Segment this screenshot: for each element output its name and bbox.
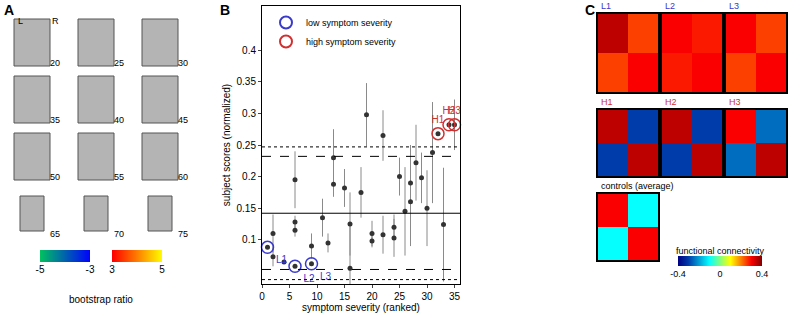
svg-text:R: R <box>52 16 59 26</box>
svg-text:-5: -5 <box>36 264 45 275</box>
svg-text:H2: H2 <box>665 97 677 107</box>
svg-text:L1: L1 <box>276 254 288 265</box>
svg-text:0.4: 0.4 <box>242 45 256 56</box>
svg-text:bootstrap ratio: bootstrap ratio <box>69 294 133 305</box>
svg-text:0: 0 <box>717 269 722 279</box>
svg-text:40: 40 <box>114 115 124 125</box>
svg-text:L2: L2 <box>304 273 316 284</box>
svg-text:30: 30 <box>178 58 188 68</box>
svg-text:B: B <box>220 2 230 18</box>
svg-text:0.2: 0.2 <box>242 171 256 182</box>
svg-text:H1: H1 <box>432 114 445 125</box>
svg-text:H1: H1 <box>601 97 613 107</box>
svg-text:-3: -3 <box>86 264 95 275</box>
svg-text:70: 70 <box>114 229 124 239</box>
svg-text:L2: L2 <box>665 1 675 11</box>
svg-text:60: 60 <box>178 172 188 182</box>
svg-text:L3: L3 <box>729 1 739 11</box>
svg-text:H3: H3 <box>448 105 461 116</box>
svg-text:5: 5 <box>159 264 165 275</box>
svg-text:-0.4: -0.4 <box>670 269 686 279</box>
svg-text:0.3: 0.3 <box>242 108 256 119</box>
svg-text:subject scores (normalized): subject scores (normalized) <box>221 84 232 206</box>
svg-text:L: L <box>18 16 23 26</box>
svg-text:3: 3 <box>109 264 115 275</box>
svg-text:10: 10 <box>311 291 323 302</box>
svg-text:functional connectivity: functional connectivity <box>676 246 765 256</box>
svg-text:20: 20 <box>50 58 60 68</box>
svg-text:A: A <box>4 2 14 18</box>
svg-text:65: 65 <box>50 229 60 239</box>
svg-text:20: 20 <box>366 291 378 302</box>
svg-text:35: 35 <box>449 291 461 302</box>
svg-text:H3: H3 <box>729 97 741 107</box>
svg-text:high symptom severity: high symptom severity <box>306 37 396 47</box>
svg-text:low symptom severity: low symptom severity <box>306 18 393 28</box>
svg-text:L1: L1 <box>601 1 611 11</box>
svg-text:15: 15 <box>339 291 351 302</box>
svg-text:symptom severity (ranked): symptom severity (ranked) <box>302 302 420 313</box>
svg-text:C: C <box>585 2 595 18</box>
svg-text:0.1: 0.1 <box>242 234 256 245</box>
svg-text:35: 35 <box>50 115 60 125</box>
svg-text:45: 45 <box>178 115 188 125</box>
svg-text:50: 50 <box>50 172 60 182</box>
svg-text:0: 0 <box>259 291 265 302</box>
svg-text:controls (average): controls (average) <box>601 181 674 191</box>
svg-text:75: 75 <box>178 229 188 239</box>
svg-text:0.35: 0.35 <box>237 76 257 87</box>
svg-text:L3: L3 <box>320 271 332 282</box>
svg-text:0.15: 0.15 <box>237 203 257 214</box>
svg-text:0.25: 0.25 <box>237 140 257 151</box>
svg-text:25: 25 <box>114 58 124 68</box>
svg-text:55: 55 <box>114 172 124 182</box>
svg-text:30: 30 <box>421 291 433 302</box>
svg-text:25: 25 <box>394 291 406 302</box>
svg-text:5: 5 <box>287 291 293 302</box>
svg-text:0.4: 0.4 <box>756 269 769 279</box>
svg-text:H2: H2 <box>443 105 456 116</box>
